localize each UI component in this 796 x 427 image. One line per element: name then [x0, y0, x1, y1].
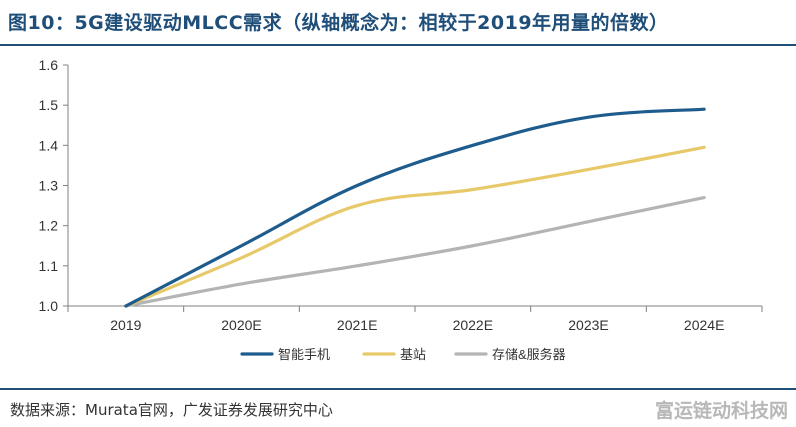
x-tick-label: 2019 — [110, 317, 141, 333]
y-tick-label: 1.1 — [39, 258, 59, 274]
data-source: 数据来源：Murata官网，广发证券发展研究中心 — [10, 401, 333, 419]
legend-label-3: 存储&服务器 — [492, 347, 566, 362]
series-line-2 — [124, 145, 706, 308]
y-tick-label: 1.2 — [39, 218, 59, 234]
x-tick-label: 2022E — [453, 317, 493, 333]
figure-title: 图10：5G建设驱动MLCC需求（纵轴概念为：相较于2019年用量的倍数） — [8, 12, 669, 34]
series-line-3 — [124, 195, 706, 308]
watermark: 富运链动科技网 — [654, 400, 788, 422]
y-tick-label: 1.6 — [39, 57, 59, 73]
y-tick-label: 1.5 — [39, 97, 59, 113]
line-chart: 1.0 1.1 1.2 1.3 1.4 1.5 1.6 2019 2020E 2021E 2022E… — [39, 57, 763, 362]
x-tick-label: 2020E — [221, 317, 261, 333]
x-tick-label: 2023E — [568, 317, 608, 333]
title-bar: 图10：5G建设驱动MLCC需求（纵轴概念为：相较于2019年用量的倍数） — [0, 0, 796, 46]
x-tick-label: 2021E — [337, 317, 377, 333]
y-tick-label: 1.4 — [39, 137, 59, 153]
x-tick-label: 2024E — [684, 317, 724, 333]
chart-area: 1.0 1.1 1.2 1.3 1.4 1.5 1.6 2019 2020E 2021E 2022E… — [0, 46, 796, 386]
y-tick-label: 1.3 — [39, 178, 59, 194]
legend-label-1: 智能手机 — [278, 347, 330, 362]
legend-label-2: 基站 — [400, 347, 426, 362]
y-tick-label: 1.0 — [39, 298, 59, 314]
source-bar: 数据来源：Murata官网，广发证券发展研究中心 富运链动科技网 — [0, 388, 796, 427]
series-line-1 — [124, 107, 706, 308]
